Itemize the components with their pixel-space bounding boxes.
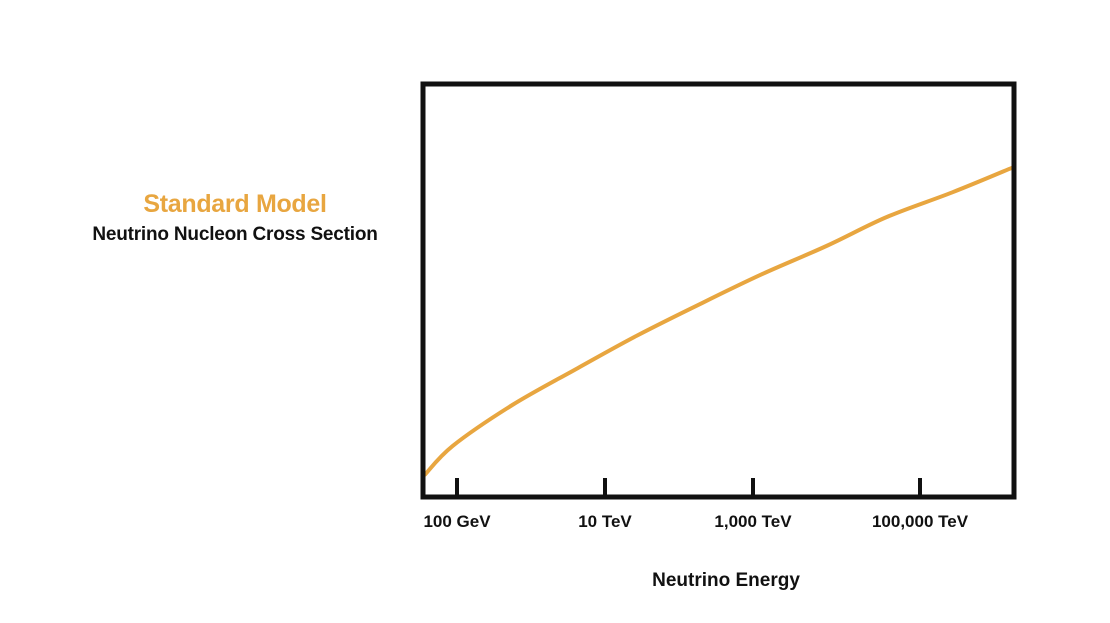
- x-axis-label: Neutrino Energy: [652, 570, 800, 591]
- x-tick-label: 10 TeV: [578, 512, 632, 531]
- x-tick-labels: 100 GeV 10 TeV 1,000 TeV 100,000 TeV: [423, 512, 968, 531]
- x-tick-marks: [455, 478, 922, 496]
- x-tick-label: 100,000 TeV: [872, 512, 969, 531]
- chart-subtitle: Neutrino Nucleon Cross Section: [92, 224, 378, 245]
- standard-model-curve: [423, 165, 1014, 477]
- plot-frame: [420, 81, 1017, 500]
- x-tick-label: 100 GeV: [423, 512, 491, 531]
- chart-series-title: Standard Model: [143, 190, 327, 218]
- x-tick-label: 1,000 TeV: [714, 512, 792, 531]
